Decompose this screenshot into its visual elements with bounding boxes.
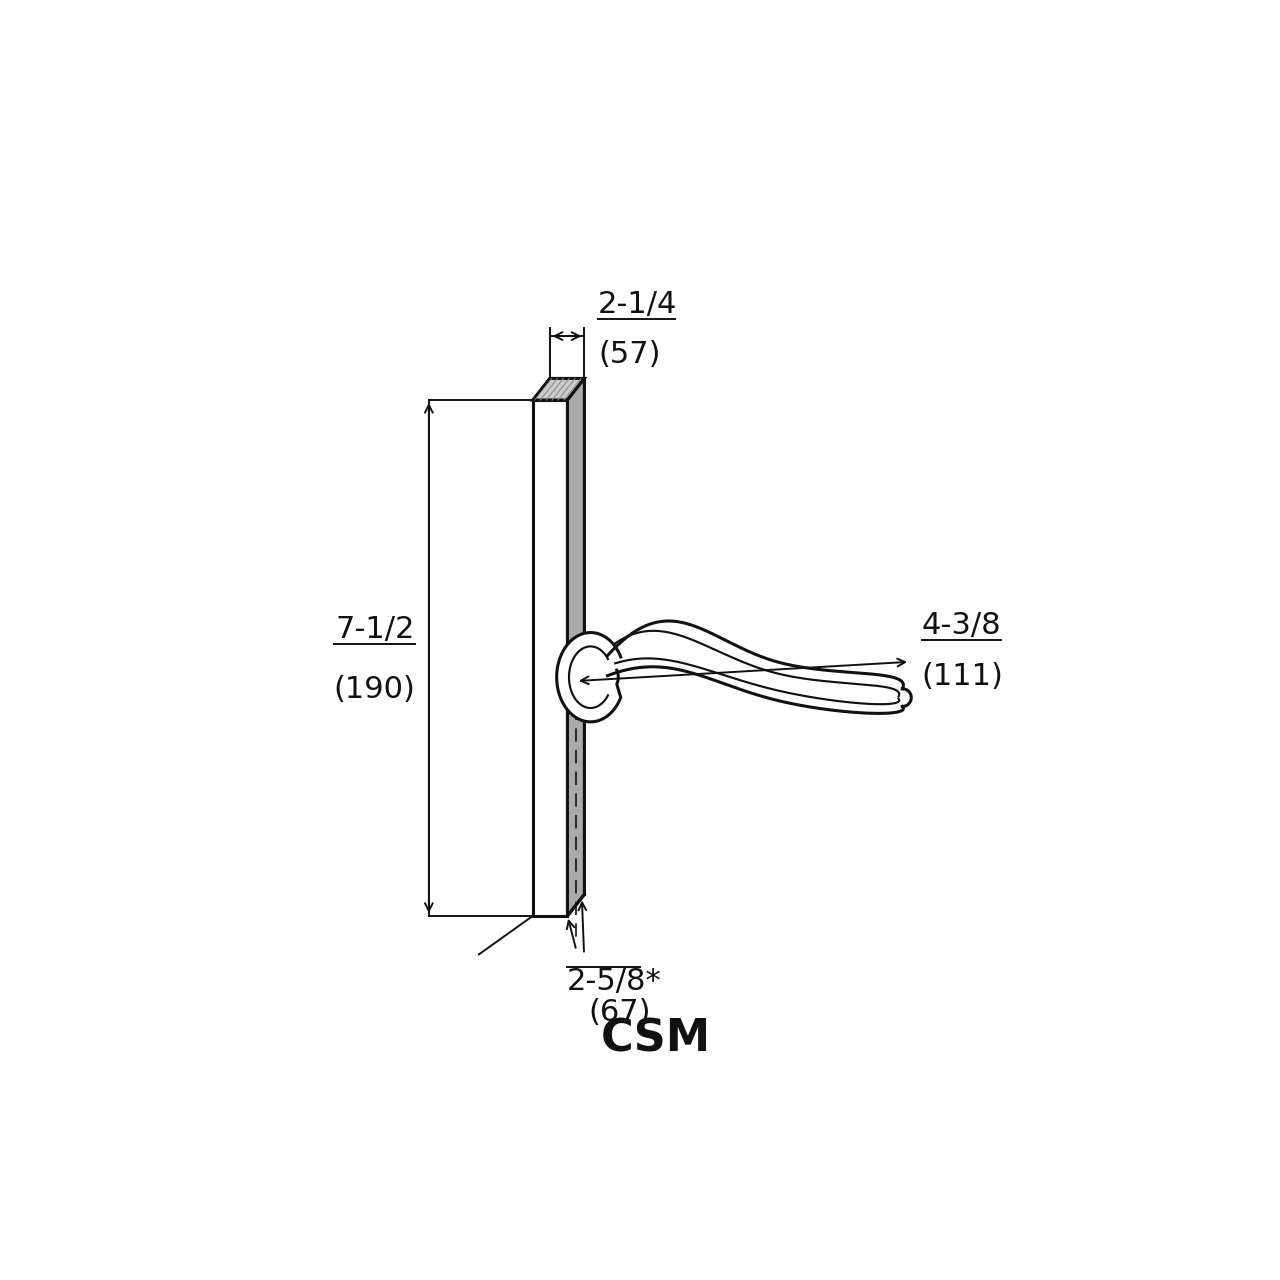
- Text: (190): (190): [333, 675, 415, 704]
- Text: CSM: CSM: [600, 1018, 712, 1061]
- Polygon shape: [557, 632, 621, 722]
- Polygon shape: [532, 379, 585, 399]
- Text: 2-1/4: 2-1/4: [598, 291, 677, 319]
- Polygon shape: [567, 379, 585, 916]
- Text: 4-3/8: 4-3/8: [922, 612, 1001, 640]
- Text: 2-5/8*: 2-5/8*: [567, 968, 662, 997]
- Polygon shape: [608, 621, 911, 713]
- Polygon shape: [532, 399, 567, 916]
- Text: 7-1/2: 7-1/2: [335, 616, 415, 644]
- Text: (67): (67): [588, 998, 650, 1028]
- Text: (57): (57): [598, 340, 660, 369]
- Text: (111): (111): [922, 662, 1004, 691]
